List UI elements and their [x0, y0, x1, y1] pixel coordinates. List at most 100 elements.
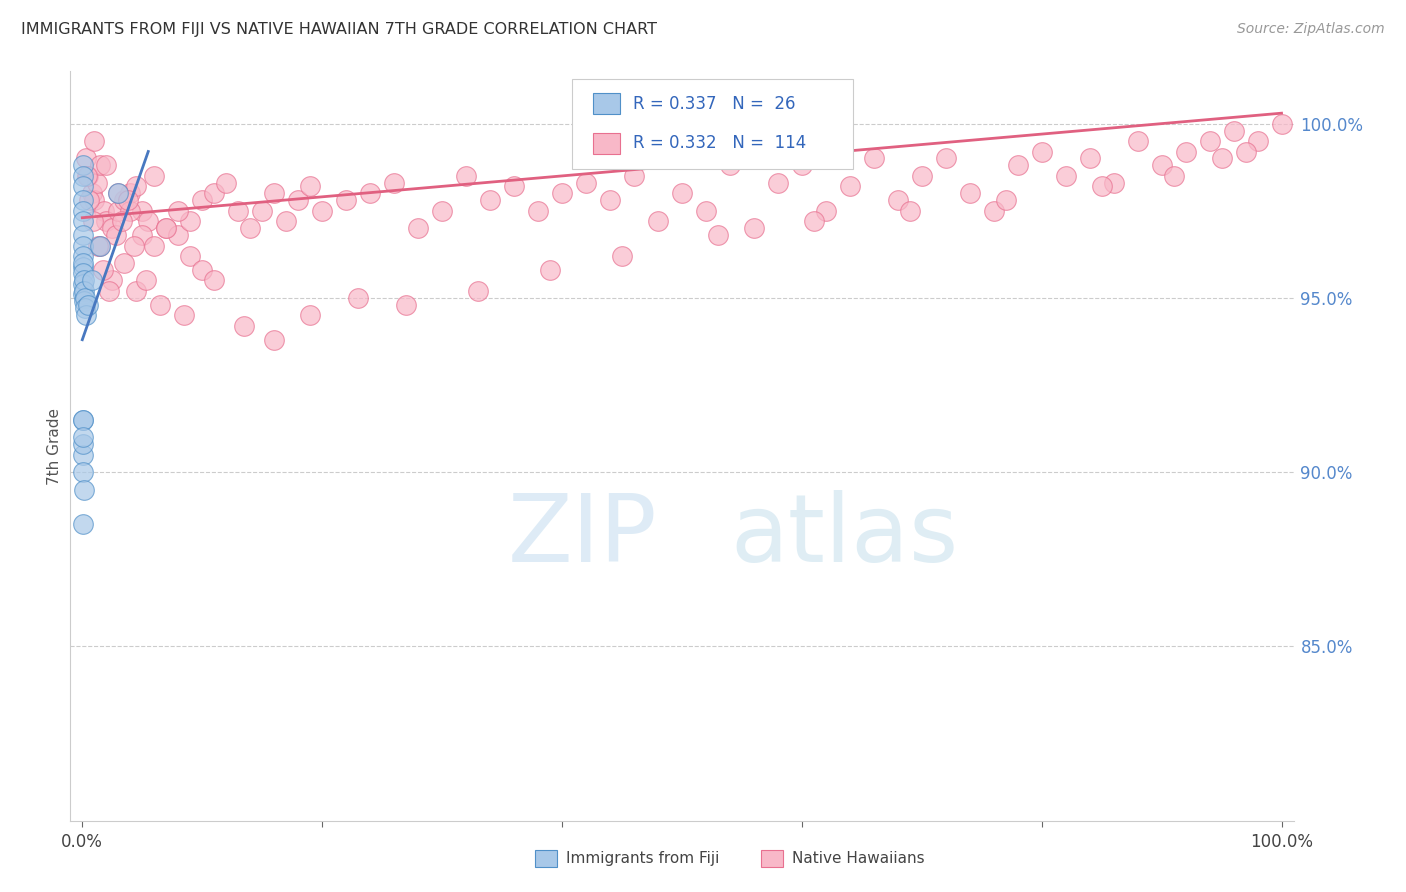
Point: [623, 169, 645, 183]
Point: [311, 203, 333, 218]
Point: [80, 273, 103, 287]
Point: [77, 169, 100, 183]
Point: [479, 194, 502, 208]
Bar: [762, 849, 783, 867]
Point: [1007, 158, 1029, 172]
Point: [610, 249, 633, 263]
Point: [538, 263, 561, 277]
Point: [695, 203, 717, 218]
Point: [335, 194, 357, 208]
Text: atlas: atlas: [731, 490, 959, 582]
Point: [226, 203, 249, 218]
Point: [97, 284, 120, 298]
Point: [79, 194, 101, 208]
Point: [80, 186, 103, 201]
Point: [125, 179, 148, 194]
Text: R = 0.332   N =  114: R = 0.332 N = 114: [633, 135, 806, 153]
Point: [179, 249, 201, 263]
Point: [76, 169, 98, 183]
Point: [73, 291, 96, 305]
Point: [89, 158, 111, 172]
Point: [72, 169, 94, 183]
Bar: [592, 133, 620, 153]
Point: [347, 291, 370, 305]
Point: [454, 169, 477, 183]
Point: [83, 134, 105, 148]
Text: Source: ZipAtlas.com: Source: ZipAtlas.com: [1237, 22, 1385, 37]
Point: [72, 238, 94, 252]
Point: [766, 176, 789, 190]
Point: [73, 483, 96, 497]
Point: [1222, 123, 1244, 137]
Text: Native Hawaiians: Native Hawaiians: [792, 851, 925, 865]
Point: [72, 448, 94, 462]
Point: [72, 430, 94, 444]
Text: R = 0.337   N =  26: R = 0.337 N = 26: [633, 95, 796, 112]
Point: [191, 194, 214, 208]
Point: [599, 194, 621, 208]
Point: [718, 158, 741, 172]
Point: [131, 203, 153, 218]
Point: [1174, 145, 1197, 159]
Point: [887, 194, 910, 208]
Point: [467, 284, 489, 298]
Point: [1150, 158, 1173, 172]
Point: [575, 176, 598, 190]
Point: [862, 152, 884, 166]
Point: [143, 169, 166, 183]
Point: [82, 214, 104, 228]
Point: [101, 273, 124, 287]
Point: [107, 186, 129, 201]
Point: [707, 228, 730, 243]
Text: Immigrants from Fiji: Immigrants from Fiji: [565, 851, 718, 865]
Point: [503, 179, 526, 194]
Point: [112, 194, 135, 208]
Point: [72, 214, 94, 228]
FancyBboxPatch shape: [572, 78, 853, 169]
Point: [790, 158, 813, 172]
Point: [107, 203, 129, 218]
Point: [91, 263, 114, 277]
Point: [430, 203, 453, 218]
Point: [527, 203, 550, 218]
Point: [72, 203, 94, 218]
Point: [406, 221, 429, 235]
Point: [117, 194, 139, 208]
Point: [72, 413, 94, 427]
Point: [299, 308, 322, 322]
Point: [202, 273, 225, 287]
Point: [233, 318, 256, 333]
Point: [73, 284, 96, 298]
Point: [1270, 117, 1292, 131]
Point: [131, 228, 153, 243]
Point: [994, 194, 1017, 208]
Point: [75, 308, 97, 322]
Point: [299, 179, 322, 194]
Point: [1126, 134, 1149, 148]
Point: [96, 158, 118, 172]
Bar: [536, 849, 557, 867]
Point: [1163, 169, 1185, 183]
Point: [202, 186, 225, 201]
Point: [263, 186, 285, 201]
Point: [814, 203, 837, 218]
Point: [77, 298, 100, 312]
Point: [263, 333, 285, 347]
Point: [72, 413, 94, 427]
Point: [135, 273, 157, 287]
Point: [155, 221, 177, 235]
Point: [72, 287, 94, 301]
Point: [1246, 134, 1268, 148]
Point: [136, 214, 159, 228]
Point: [155, 221, 177, 235]
Point: [647, 214, 669, 228]
Point: [1234, 145, 1257, 159]
Point: [359, 186, 381, 201]
Point: [89, 238, 111, 252]
Point: [96, 214, 118, 228]
Point: [111, 214, 134, 228]
Point: [73, 294, 96, 309]
Point: [72, 256, 94, 270]
Point: [395, 298, 418, 312]
Point: [803, 214, 825, 228]
